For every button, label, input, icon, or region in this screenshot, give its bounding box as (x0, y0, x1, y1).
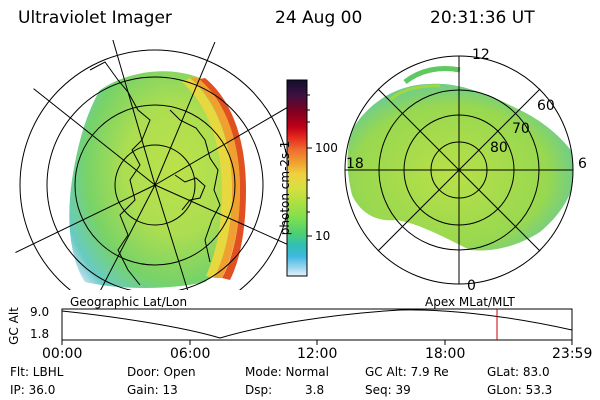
aurora-emission-right (347, 83, 573, 251)
coastline (89, 61, 151, 286)
status-dsp-value: 3.8 (305, 383, 325, 397)
status-mode: Mode: Normal (245, 365, 329, 379)
x-tick-0000: 00:00 (42, 346, 83, 362)
status-glon: GLon: 53.3 (487, 383, 553, 397)
gc-alt-plot (61, 308, 573, 345)
header-date: 24 Aug 00 (275, 8, 363, 28)
status-gain: Gain: 13 (127, 383, 178, 397)
aurora-oval-band (195, 78, 246, 280)
mlat-label-70: 70 (512, 121, 530, 137)
apex-polar-map (344, 55, 574, 285)
status-dsp-label: Dsp: (245, 383, 273, 397)
status-gc-alt: GC Alt: 7.9 Re (365, 365, 449, 379)
apex-panel-label: Apex MLat/MLT (425, 295, 515, 309)
geographic-panel-label: Geographic Lat/Lon (70, 295, 188, 309)
gc-alt-curve (61, 309, 573, 339)
colorbar-unit-label: photon cm-2s-1 (278, 140, 292, 236)
x-tick-1800: 18:00 (425, 346, 466, 362)
colorbar-tick-100: 100 (315, 141, 338, 155)
y-tick-9: 9.0 (30, 305, 50, 319)
geographic-map (0, 40, 290, 290)
status-door: Door: Open (127, 365, 196, 379)
mlat-label-80: 80 (490, 140, 508, 156)
colorbar-ticks (307, 94, 312, 237)
mlt-label-18: 18 (346, 156, 364, 172)
header-time: 20:31:36 UT (430, 8, 535, 28)
y-tick-1-8: 1.8 (30, 327, 50, 341)
status-ip: IP: 36.0 (10, 383, 56, 397)
colorbar (286, 79, 308, 277)
x-tick-2359: 23:59 (552, 346, 593, 362)
status-glat: GLat: 83.0 (487, 365, 550, 379)
status-flt: Flt: LBHL (10, 365, 64, 379)
status-seq: Seq: 39 (365, 383, 411, 397)
gc-alt-ylabel: GC Alt (7, 307, 21, 345)
mlt-label-12: 12 (472, 47, 490, 63)
x-tick-0600: 06:00 (170, 346, 211, 362)
aurora-emission-left (69, 71, 243, 288)
mlt-label-6: 6 (578, 156, 587, 172)
colorbar-tick-10: 10 (315, 229, 331, 243)
mlt-label-0: 0 (467, 278, 476, 294)
mlat-label-60: 60 (537, 98, 555, 114)
x-tick-1200: 12:00 (297, 346, 338, 362)
instrument-title: Ultraviolet Imager (18, 8, 172, 28)
